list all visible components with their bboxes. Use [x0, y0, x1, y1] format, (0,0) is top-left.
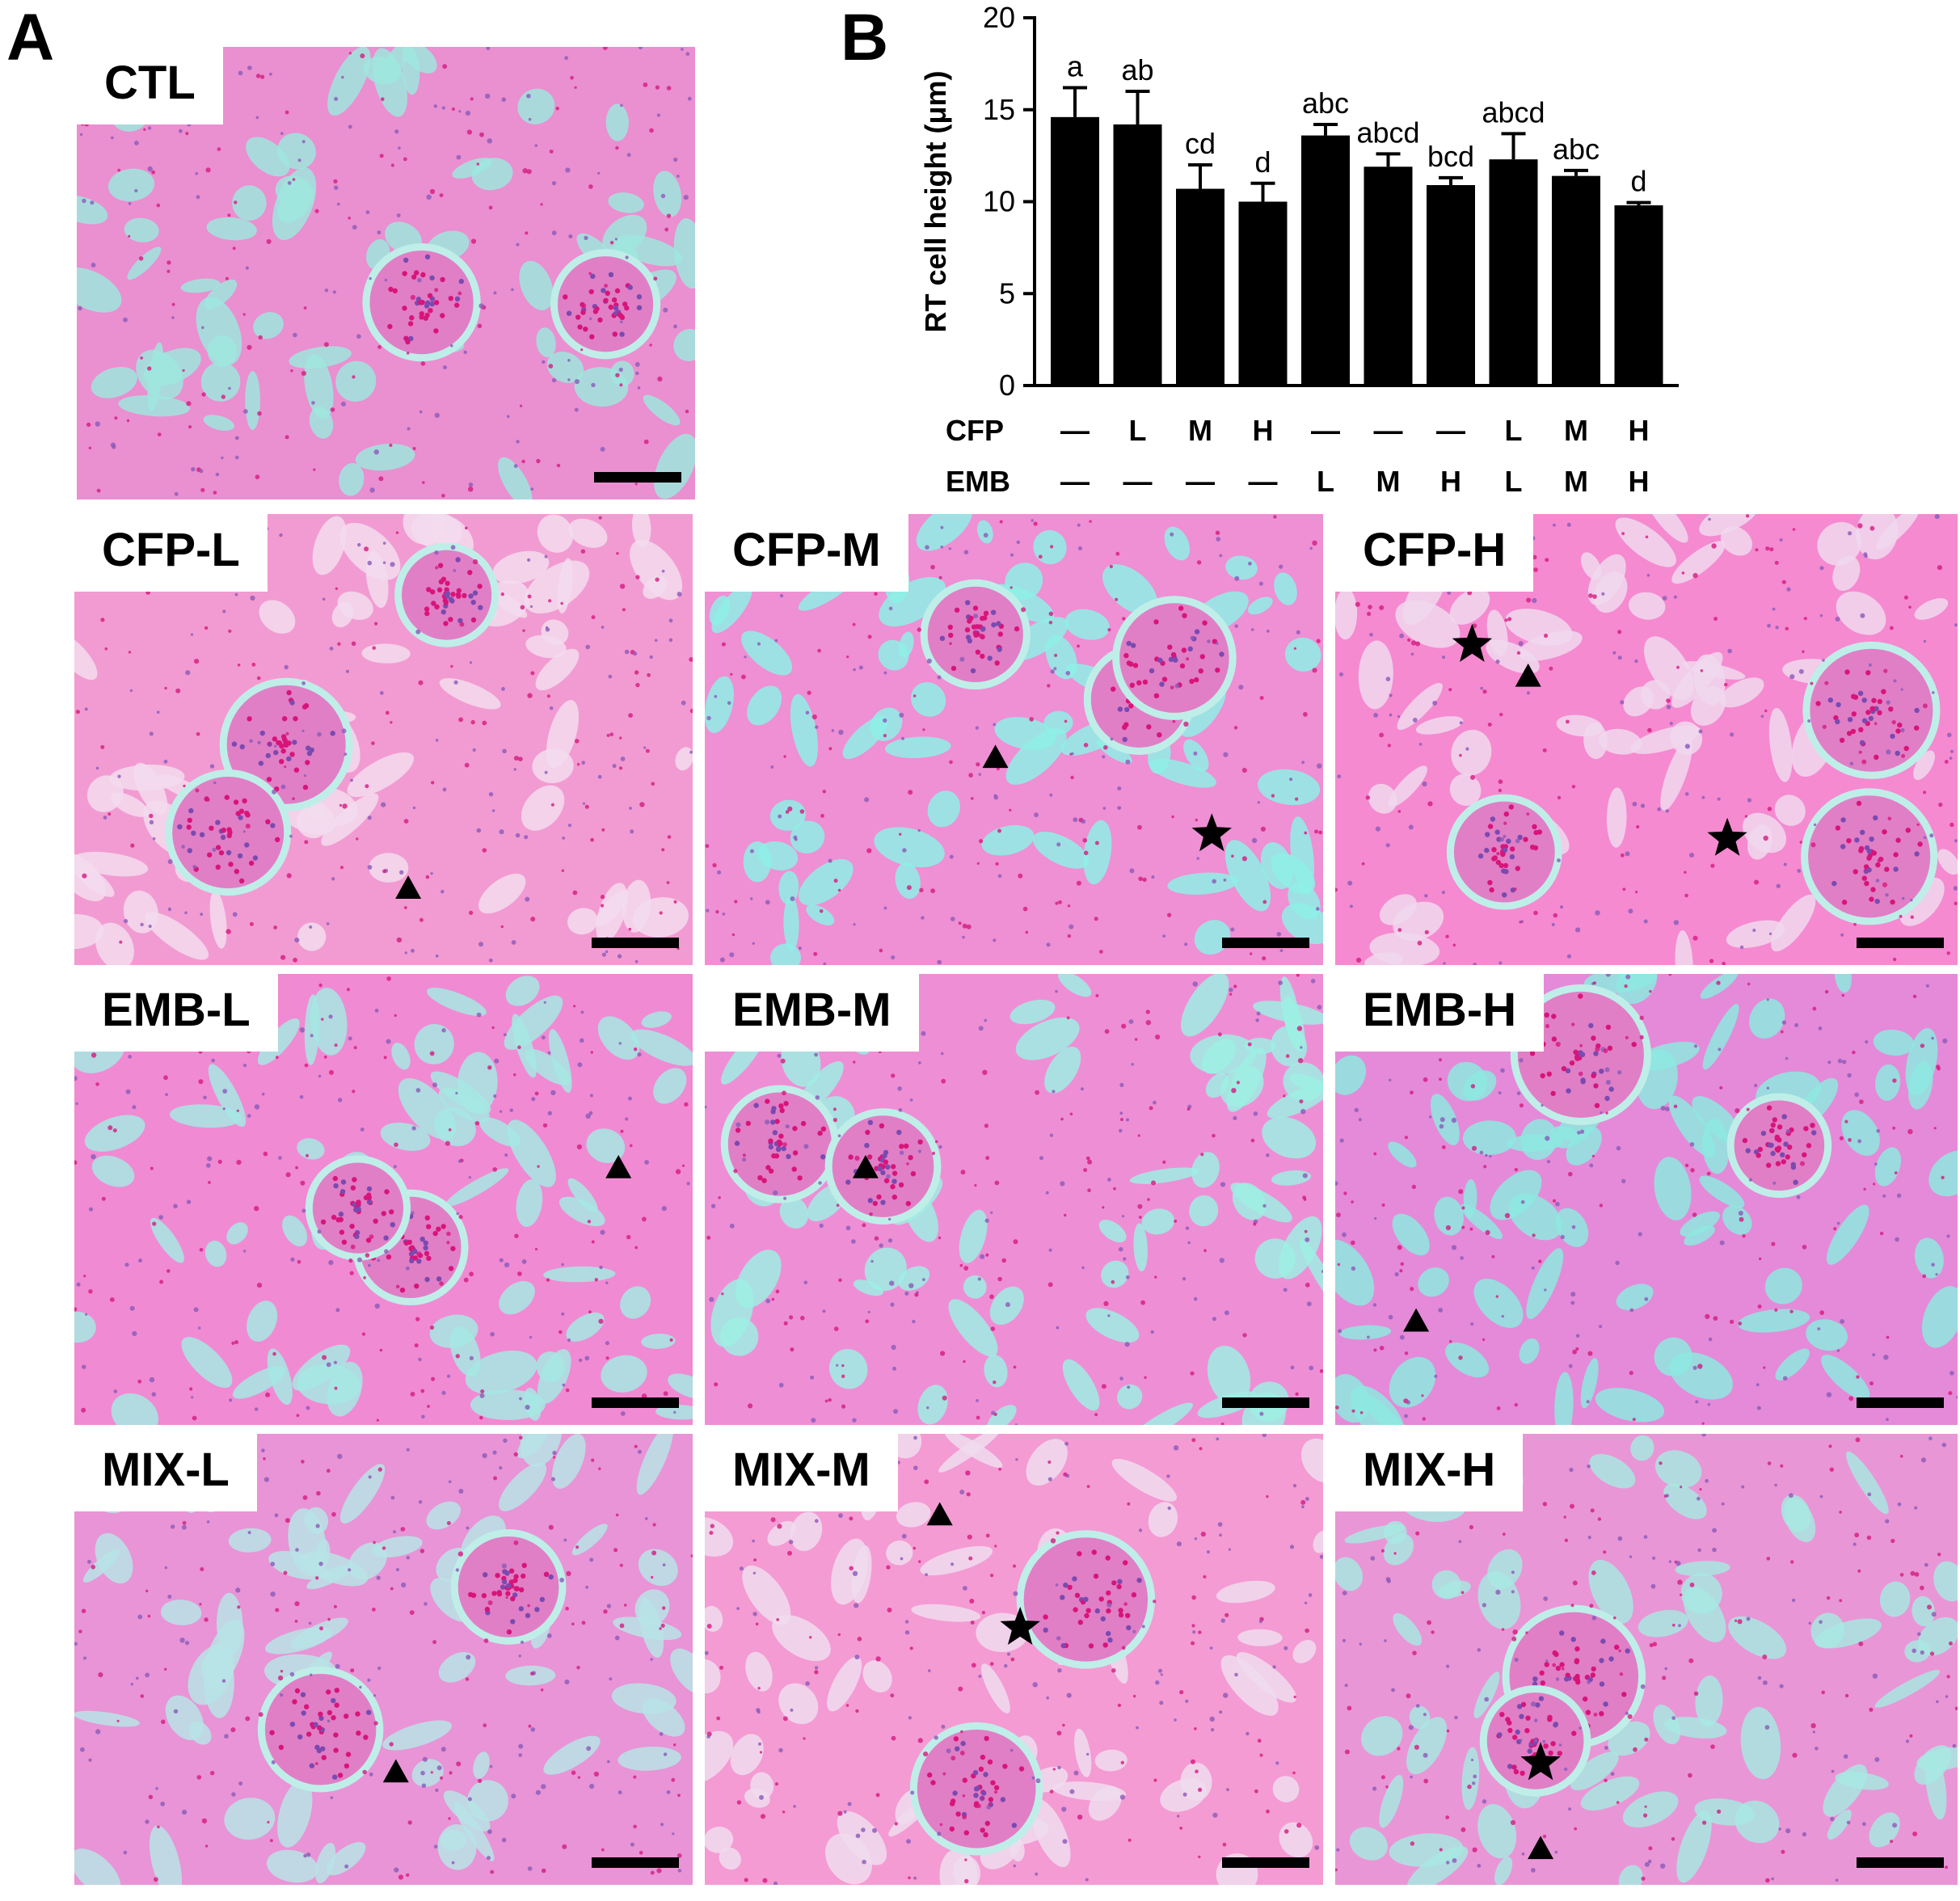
treatment-level: —: [1311, 414, 1340, 447]
significance-letter: abcd: [1482, 95, 1545, 129]
scale-bar: [592, 938, 679, 948]
significance-letter: ab: [1121, 53, 1153, 86]
significance-letter: abc: [1302, 86, 1349, 120]
star-marker: [1452, 623, 1493, 662]
micrograph-label: CFP-L: [74, 514, 268, 592]
scale-bar: [592, 1857, 679, 1868]
scale-bar: [592, 1397, 679, 1408]
treatment-level: L: [1505, 465, 1523, 498]
panel-b-letter: B: [841, 1, 889, 74]
star-marker: [1000, 1606, 1040, 1645]
scale-bar: [1222, 938, 1309, 948]
treatment-level: H: [1629, 414, 1650, 447]
arrowhead-marker: [605, 1154, 632, 1178]
micrograph-ctl: CTL: [77, 47, 695, 499]
treatment-level: —: [1060, 414, 1090, 447]
treatment-level: M: [1564, 465, 1588, 498]
arrowhead-marker: [982, 744, 1009, 769]
micrograph-emb-m: EMB-M: [705, 974, 1323, 1425]
scale-bar: [1857, 1397, 1944, 1408]
significance-letter: d: [1254, 145, 1271, 179]
kidney-tissue-image: [705, 974, 1323, 1425]
arrowhead-marker: [382, 1759, 409, 1783]
treatment-level: —: [1123, 465, 1153, 498]
y-tick-label: 20: [983, 1, 1015, 34]
treatment-level: —: [1186, 465, 1215, 498]
y-axis-label: RT cell height (μm): [919, 70, 952, 332]
kidney-tissue-image: [74, 974, 693, 1425]
micrograph-cfp-h: CFP-H: [1335, 514, 1958, 965]
significance-letter: a: [1067, 49, 1084, 82]
scale-bar: [594, 472, 681, 483]
star-marker: [1520, 1742, 1561, 1781]
star-marker: [1191, 813, 1232, 852]
scale-bar: [1857, 938, 1944, 948]
arrowhead-marker: [926, 1502, 953, 1526]
bar: [1364, 166, 1413, 386]
bar: [1051, 116, 1099, 386]
row-label-emb: EMB: [946, 465, 1010, 498]
treatment-level: —: [1060, 465, 1090, 498]
micrograph-label: EMB-H: [1335, 974, 1545, 1052]
scale-bar: [1222, 1857, 1309, 1868]
treatment-level: —: [1374, 414, 1403, 447]
micrograph-mix-h: MIX-H: [1335, 1434, 1958, 1885]
treatment-level: —: [1249, 465, 1278, 498]
micrograph-label: MIX-M: [705, 1434, 898, 1511]
micrograph-mix-l: MIX-L: [74, 1434, 693, 1885]
micrograph-label: CTL: [77, 47, 223, 124]
significance-letter: bcd: [1427, 140, 1474, 173]
micrograph-label: MIX-L: [74, 1434, 257, 1511]
arrowhead-marker: [1403, 1308, 1430, 1332]
y-tick-label: 15: [983, 93, 1015, 126]
treatment-level: M: [1564, 414, 1588, 447]
micrograph-label: EMB-L: [74, 974, 278, 1052]
y-tick-label: 10: [983, 185, 1015, 218]
significance-letter: cd: [1185, 127, 1216, 160]
treatment-level: M: [1376, 465, 1401, 498]
bar: [1301, 135, 1350, 386]
panel-a-letter: A: [6, 1, 55, 74]
significance-letter: abcd: [1356, 116, 1419, 149]
significance-letter: d: [1630, 165, 1646, 198]
arrowhead-marker: [1515, 663, 1541, 687]
bar: [1113, 124, 1162, 386]
treatment-level: H: [1440, 465, 1461, 498]
treatment-level: H: [1253, 414, 1274, 447]
bar: [1176, 188, 1224, 386]
kidney-tissue-image: [74, 514, 693, 965]
row-label-cfp: CFP: [946, 414, 1004, 447]
micrograph-label: EMB-M: [705, 974, 919, 1052]
significance-letter: abc: [1553, 133, 1600, 166]
treatment-level: H: [1629, 465, 1650, 498]
y-tick-label: 0: [999, 369, 1015, 402]
micrograph-emb-h: EMB-H: [1335, 974, 1958, 1425]
micrograph-label: CFP-H: [1335, 514, 1534, 592]
arrowhead-marker: [395, 875, 422, 899]
micrograph-label: MIX-H: [1335, 1434, 1524, 1511]
arrowhead-marker: [852, 1154, 879, 1178]
treatment-level: L: [1317, 465, 1334, 498]
bar: [1427, 185, 1475, 386]
scale-bar: [1857, 1857, 1944, 1868]
micrograph-cfp-m: CFP-M: [705, 514, 1323, 965]
star-marker: [1707, 817, 1747, 856]
bar: [1238, 201, 1288, 386]
micrograph-label: CFP-M: [705, 514, 908, 592]
bar: [1552, 175, 1600, 386]
treatment-level: M: [1188, 414, 1212, 447]
treatment-level: L: [1129, 414, 1147, 447]
micrograph-cfp-l: CFP-L: [74, 514, 693, 965]
bar: [1489, 159, 1538, 386]
micrograph-mix-m: MIX-M: [705, 1434, 1323, 1885]
treatment-level: —: [1436, 414, 1465, 447]
treatment-level: L: [1505, 414, 1523, 447]
bar: [1614, 205, 1663, 386]
micrograph-emb-l: EMB-L: [74, 974, 693, 1425]
y-tick-label: 5: [999, 276, 1015, 310]
arrowhead-marker: [1528, 1836, 1554, 1860]
scale-bar: [1222, 1397, 1309, 1408]
